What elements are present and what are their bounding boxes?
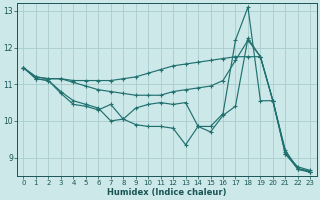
X-axis label: Humidex (Indice chaleur): Humidex (Indice chaleur) [107,188,227,197]
